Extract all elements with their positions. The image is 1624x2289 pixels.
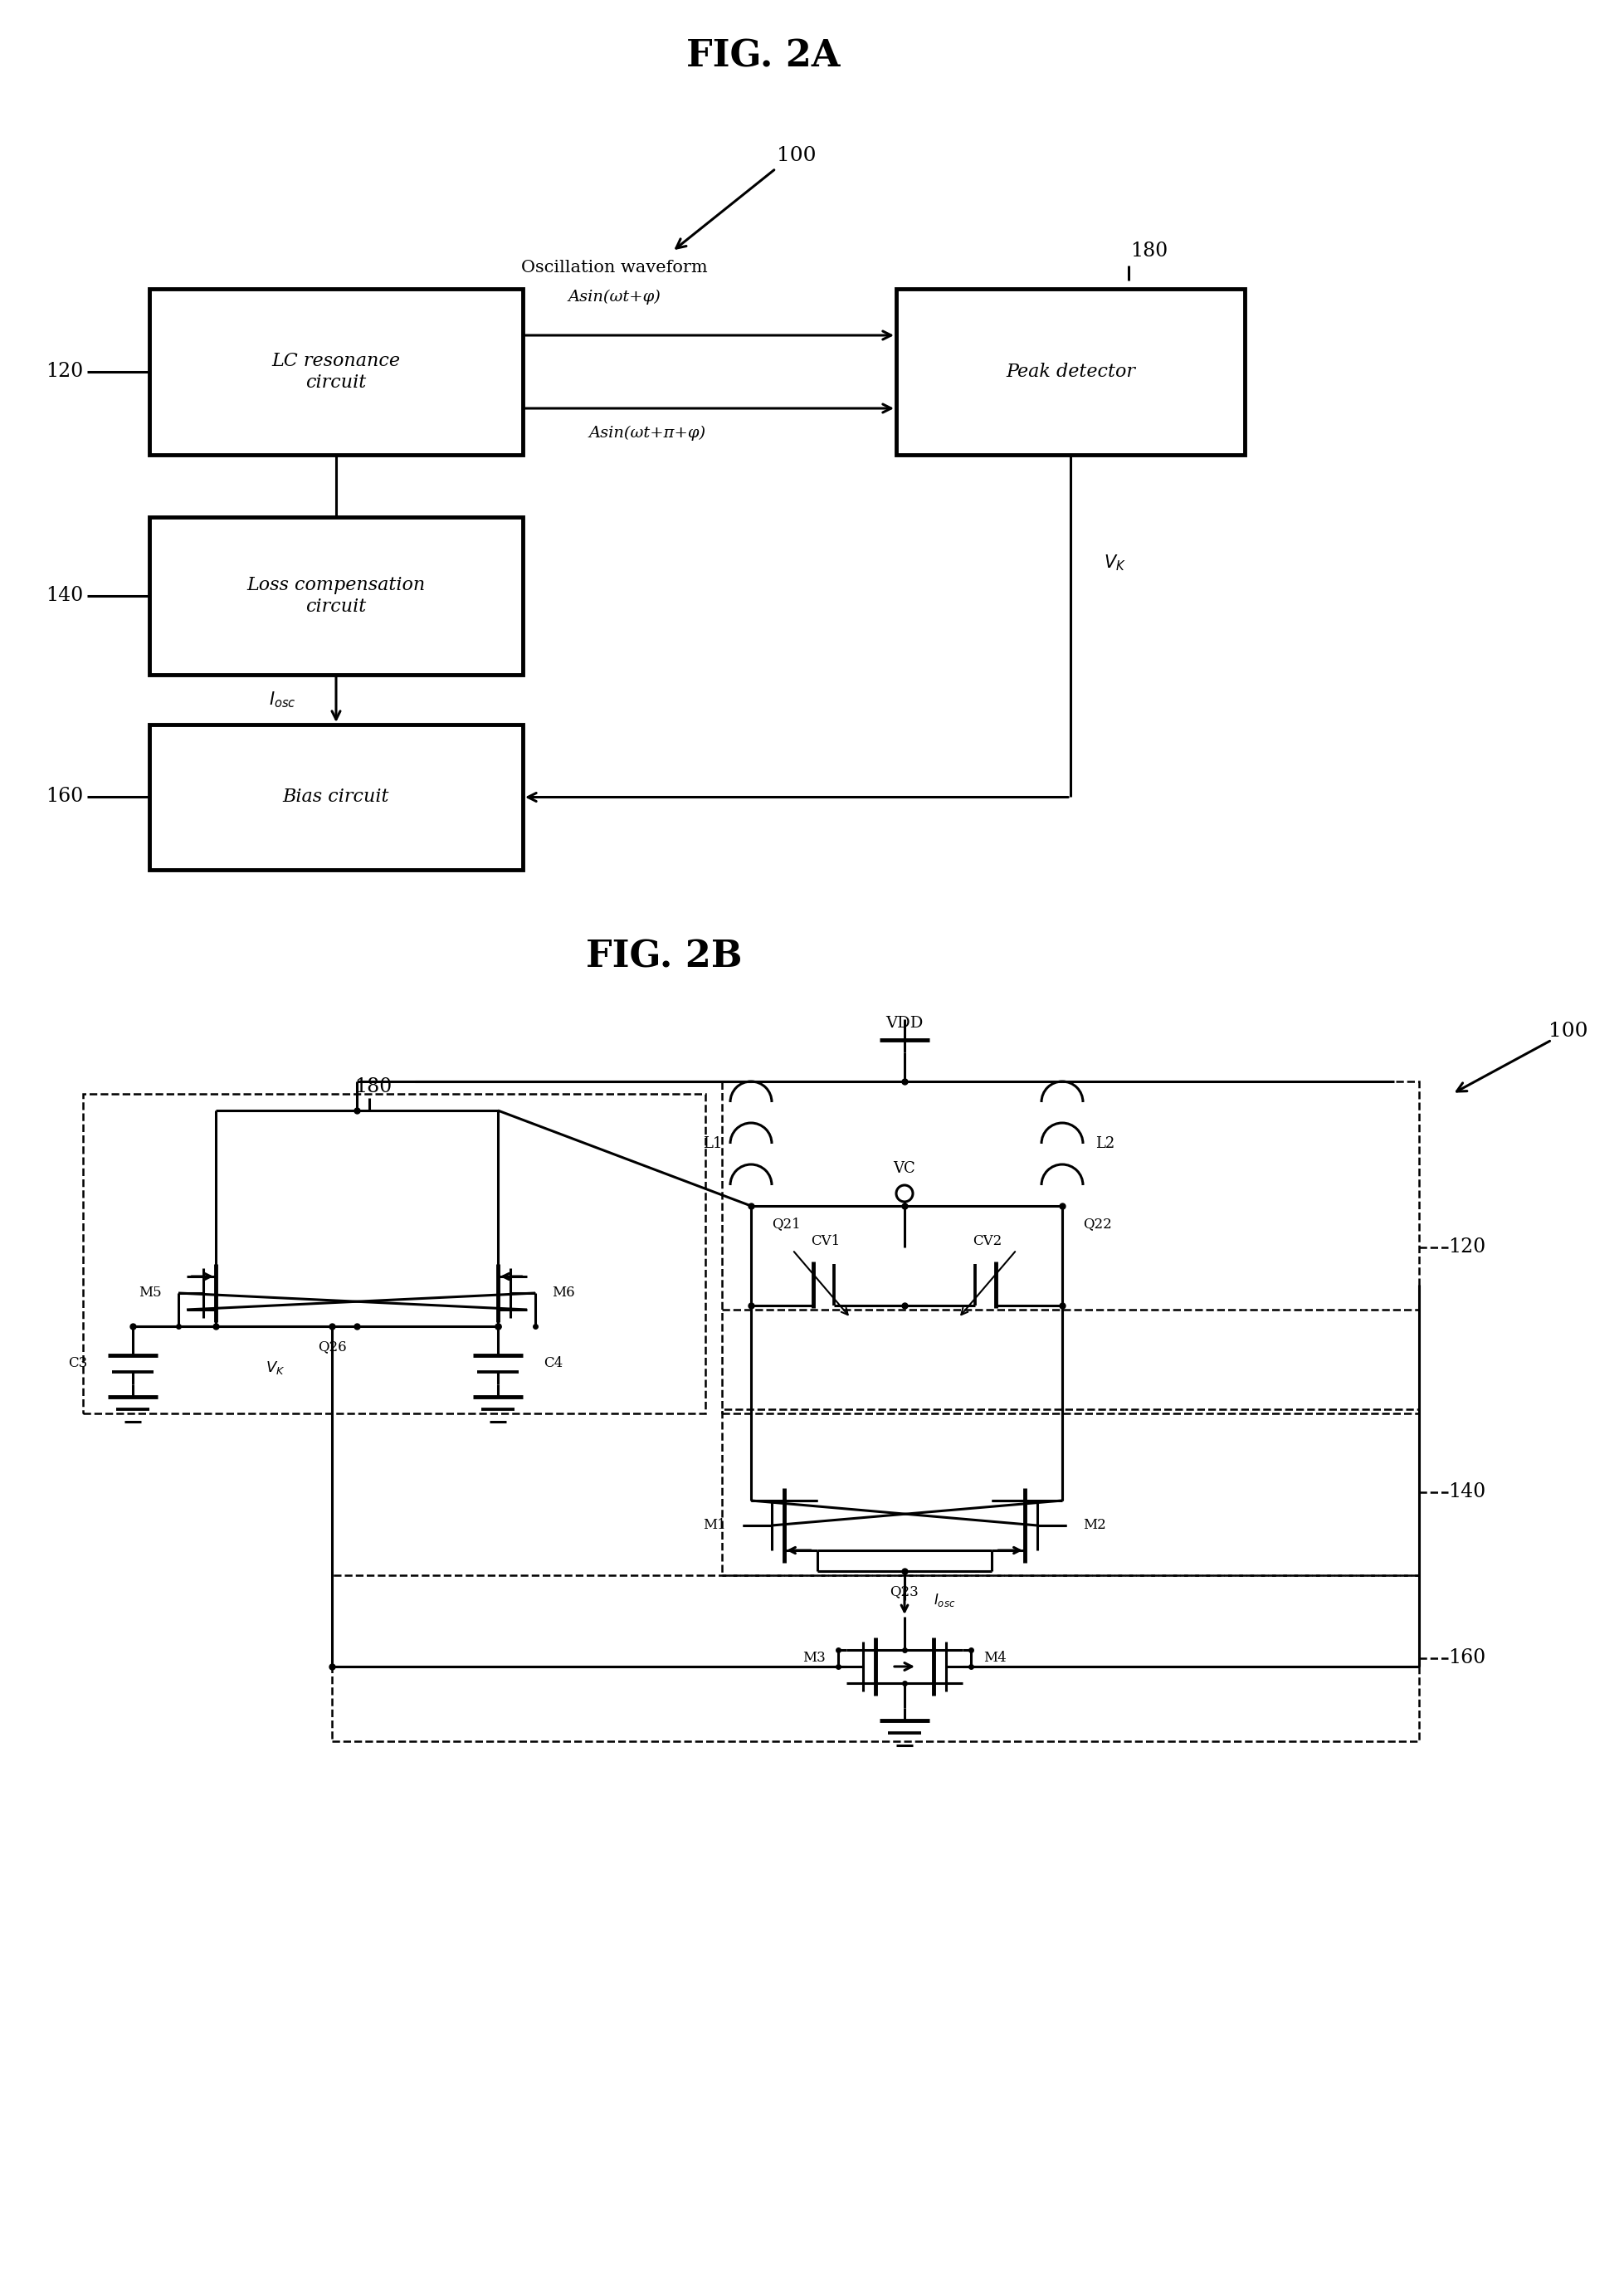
Text: 120: 120 [1447,1238,1484,1257]
Text: 140: 140 [45,586,83,607]
Text: LC resonance
circuit: LC resonance circuit [271,353,400,391]
Bar [721,1080,1418,1412]
Text: 140: 140 [1447,1483,1484,1502]
Text: Asin(ωt+φ): Asin(ωt+φ) [567,288,661,304]
Text: M5: M5 [138,1286,162,1300]
Text: M3: M3 [802,1650,825,1666]
Text: VC: VC [893,1161,916,1177]
Text: L2: L2 [1095,1135,1114,1151]
Text: 180: 180 [354,1078,391,1096]
Bar [83,1094,705,1412]
Text: Q22: Q22 [1082,1218,1111,1231]
Bar [896,288,1244,456]
Text: 180: 180 [1130,243,1168,261]
Bar [149,288,523,456]
Text: M1: M1 [703,1518,726,1534]
Text: $\mathit{I_{osc}}$: $\mathit{I_{osc}}$ [268,689,296,710]
Text: $\mathit{V_K}$: $\mathit{V_K}$ [265,1360,284,1376]
Text: Oscillation waveform: Oscillation waveform [521,261,706,277]
Bar [721,1410,1418,1575]
Text: Asin(ωt+π+φ): Asin(ωt+π+φ) [588,426,705,442]
Bar [149,726,523,870]
Text: C3: C3 [68,1357,88,1371]
Text: C4: C4 [544,1357,562,1371]
Text: $\mathit{I_{osc}}$: $\mathit{I_{osc}}$ [934,1591,955,1609]
Text: Q21: Q21 [771,1218,801,1231]
Text: L1: L1 [702,1135,721,1151]
Text: Peak detector: Peak detector [1005,362,1135,380]
Text: Bias circuit: Bias circuit [283,787,390,806]
Text: 160: 160 [1447,1648,1484,1669]
Text: 100: 100 [1548,1023,1587,1041]
Text: M2: M2 [1082,1518,1106,1534]
Text: 100: 100 [776,146,815,165]
Text: Loss compensation
circuit: Loss compensation circuit [247,577,425,616]
Bar [149,517,523,675]
Bar [331,1575,1418,1742]
Text: FIG. 2B: FIG. 2B [585,938,742,975]
Text: 160: 160 [45,787,83,806]
Text: M4: M4 [983,1650,1005,1666]
Text: CV1: CV1 [810,1234,840,1250]
Text: M6: M6 [552,1286,575,1300]
Text: VDD: VDD [885,1016,922,1030]
Text: $\mathit{V_K}$: $\mathit{V_K}$ [1103,554,1125,572]
Text: 120: 120 [45,362,83,382]
Text: Q23: Q23 [890,1584,919,1600]
Text: CV2: CV2 [973,1234,1002,1250]
Text: FIG. 2A: FIG. 2A [687,39,840,73]
Text: Q26: Q26 [317,1339,346,1355]
